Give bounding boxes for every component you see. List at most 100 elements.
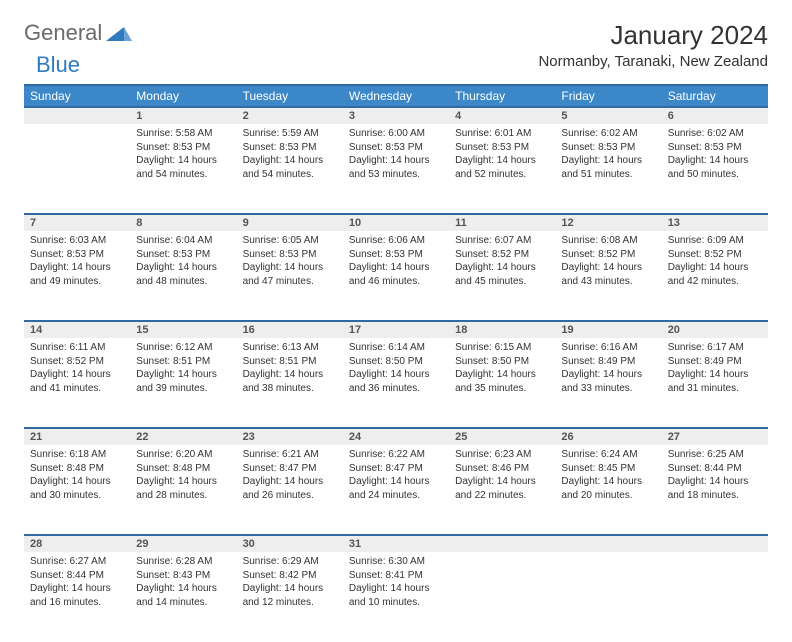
daylight-line: Daylight: 14 hours and 20 minutes. [561, 475, 655, 502]
sunset-line: Sunset: 8:53 PM [668, 141, 762, 155]
location: Normanby, Taranaki, New Zealand [538, 53, 768, 70]
daylight-line: Daylight: 14 hours and 50 minutes. [668, 154, 762, 181]
sunset-line: Sunset: 8:50 PM [455, 355, 549, 369]
calendar-body: 123456Sunrise: 5:58 AMSunset: 8:53 PMDay… [24, 107, 768, 642]
sunset-line: Sunset: 8:52 PM [561, 248, 655, 262]
sunset-line: Sunset: 8:48 PM [136, 462, 230, 476]
day-cell: Sunrise: 6:00 AMSunset: 8:53 PMDaylight:… [343, 124, 449, 214]
day-cell: Sunrise: 6:30 AMSunset: 8:41 PMDaylight:… [343, 552, 449, 642]
day-cell-body: Sunrise: 6:28 AMSunset: 8:43 PMDaylight:… [130, 552, 236, 615]
day-cell-body: Sunrise: 6:05 AMSunset: 8:53 PMDaylight:… [237, 231, 343, 294]
day-cell-body: Sunrise: 6:02 AMSunset: 8:53 PMDaylight:… [555, 124, 661, 187]
day-cell-body: Sunrise: 6:04 AMSunset: 8:53 PMDaylight:… [130, 231, 236, 294]
sunrise-line: Sunrise: 6:04 AM [136, 234, 230, 248]
day-number: 1 [130, 107, 236, 124]
sunrise-line: Sunrise: 6:21 AM [243, 448, 337, 462]
daynum-row: 78910111213 [24, 214, 768, 231]
day-cell-body: Sunrise: 6:18 AMSunset: 8:48 PMDaylight:… [24, 445, 130, 508]
sunrise-line: Sunrise: 6:09 AM [668, 234, 762, 248]
col-monday: Monday [130, 85, 236, 107]
day-number: 7 [24, 214, 130, 231]
day-cell: Sunrise: 6:04 AMSunset: 8:53 PMDaylight:… [130, 231, 236, 321]
daylight-line: Daylight: 14 hours and 16 minutes. [30, 582, 124, 609]
day-cell-body: Sunrise: 5:58 AMSunset: 8:53 PMDaylight:… [130, 124, 236, 187]
daylight-line: Daylight: 14 hours and 39 minutes. [136, 368, 230, 395]
day-cell: Sunrise: 5:58 AMSunset: 8:53 PMDaylight:… [130, 124, 236, 214]
day-cell-body: Sunrise: 6:13 AMSunset: 8:51 PMDaylight:… [237, 338, 343, 401]
sunset-line: Sunset: 8:53 PM [349, 141, 443, 155]
daylight-line: Daylight: 14 hours and 38 minutes. [243, 368, 337, 395]
daylight-line: Daylight: 14 hours and 51 minutes. [561, 154, 655, 181]
day-number: 19 [555, 321, 661, 338]
day-number: 24 [343, 428, 449, 445]
daynum-row: 28293031 [24, 535, 768, 552]
sunset-line: Sunset: 8:45 PM [561, 462, 655, 476]
daylight-line: Daylight: 14 hours and 49 minutes. [30, 261, 124, 288]
daylight-line: Daylight: 14 hours and 30 minutes. [30, 475, 124, 502]
day-number: 25 [449, 428, 555, 445]
day-number: 10 [343, 214, 449, 231]
day-cell: Sunrise: 6:23 AMSunset: 8:46 PMDaylight:… [449, 445, 555, 535]
day-number: 22 [130, 428, 236, 445]
day-cell-body: Sunrise: 6:01 AMSunset: 8:53 PMDaylight:… [449, 124, 555, 187]
sunrise-line: Sunrise: 6:20 AM [136, 448, 230, 462]
day-number: 26 [555, 428, 661, 445]
day-cell-body: Sunrise: 6:11 AMSunset: 8:52 PMDaylight:… [24, 338, 130, 401]
sunrise-line: Sunrise: 5:59 AM [243, 127, 337, 141]
day-cell: Sunrise: 6:05 AMSunset: 8:53 PMDaylight:… [237, 231, 343, 321]
sunrise-line: Sunrise: 6:29 AM [243, 555, 337, 569]
sunset-line: Sunset: 8:46 PM [455, 462, 549, 476]
day-cell: Sunrise: 6:13 AMSunset: 8:51 PMDaylight:… [237, 338, 343, 428]
sunset-line: Sunset: 8:49 PM [668, 355, 762, 369]
sunrise-line: Sunrise: 6:07 AM [455, 234, 549, 248]
daylight-line: Daylight: 14 hours and 36 minutes. [349, 368, 443, 395]
day-cell-body: Sunrise: 6:29 AMSunset: 8:42 PMDaylight:… [237, 552, 343, 615]
sunset-line: Sunset: 8:53 PM [243, 248, 337, 262]
sunrise-line: Sunrise: 6:03 AM [30, 234, 124, 248]
day-cell-body: Sunrise: 6:15 AMSunset: 8:50 PMDaylight:… [449, 338, 555, 401]
day-cell: Sunrise: 6:27 AMSunset: 8:44 PMDaylight:… [24, 552, 130, 642]
col-wednesday: Wednesday [343, 85, 449, 107]
daylight-line: Daylight: 14 hours and 41 minutes. [30, 368, 124, 395]
sunset-line: Sunset: 8:52 PM [668, 248, 762, 262]
title-block: January 2024 Normanby, Taranaki, New Zea… [538, 20, 768, 70]
daylight-line: Daylight: 14 hours and 26 minutes. [243, 475, 337, 502]
sunrise-line: Sunrise: 6:02 AM [668, 127, 762, 141]
day-number: 11 [449, 214, 555, 231]
day-cell-body: Sunrise: 6:17 AMSunset: 8:49 PMDaylight:… [662, 338, 768, 401]
day-cell: Sunrise: 5:59 AMSunset: 8:53 PMDaylight:… [237, 124, 343, 214]
daylight-line: Daylight: 14 hours and 47 minutes. [243, 261, 337, 288]
day-number: 28 [24, 535, 130, 552]
sunrise-line: Sunrise: 6:08 AM [561, 234, 655, 248]
day-cell: Sunrise: 6:12 AMSunset: 8:51 PMDaylight:… [130, 338, 236, 428]
day-cell-body: Sunrise: 6:00 AMSunset: 8:53 PMDaylight:… [343, 124, 449, 187]
day-cell: Sunrise: 6:28 AMSunset: 8:43 PMDaylight:… [130, 552, 236, 642]
day-cell-body: Sunrise: 6:23 AMSunset: 8:46 PMDaylight:… [449, 445, 555, 508]
day-cell: Sunrise: 6:25 AMSunset: 8:44 PMDaylight:… [662, 445, 768, 535]
day-number [662, 535, 768, 552]
sunrise-line: Sunrise: 6:30 AM [349, 555, 443, 569]
sunrise-line: Sunrise: 6:22 AM [349, 448, 443, 462]
daylight-line: Daylight: 14 hours and 53 minutes. [349, 154, 443, 181]
daylight-line: Daylight: 14 hours and 35 minutes. [455, 368, 549, 395]
sunset-line: Sunset: 8:48 PM [30, 462, 124, 476]
sunset-line: Sunset: 8:52 PM [455, 248, 549, 262]
day-number [24, 107, 130, 124]
day-number: 31 [343, 535, 449, 552]
day-cell [662, 552, 768, 642]
day-content-row: Sunrise: 6:03 AMSunset: 8:53 PMDaylight:… [24, 231, 768, 321]
sunrise-line: Sunrise: 6:18 AM [30, 448, 124, 462]
day-cell: Sunrise: 6:14 AMSunset: 8:50 PMDaylight:… [343, 338, 449, 428]
daylight-line: Daylight: 14 hours and 52 minutes. [455, 154, 549, 181]
daylight-line: Daylight: 14 hours and 18 minutes. [668, 475, 762, 502]
daylight-line: Daylight: 14 hours and 24 minutes. [349, 475, 443, 502]
sunset-line: Sunset: 8:53 PM [455, 141, 549, 155]
day-number: 14 [24, 321, 130, 338]
sunset-line: Sunset: 8:53 PM [136, 248, 230, 262]
logo-text-general: General [24, 20, 102, 46]
day-cell: Sunrise: 6:01 AMSunset: 8:53 PMDaylight:… [449, 124, 555, 214]
day-number: 30 [237, 535, 343, 552]
day-cell-body: Sunrise: 6:03 AMSunset: 8:53 PMDaylight:… [24, 231, 130, 294]
day-cell [449, 552, 555, 642]
sunrise-line: Sunrise: 6:12 AM [136, 341, 230, 355]
